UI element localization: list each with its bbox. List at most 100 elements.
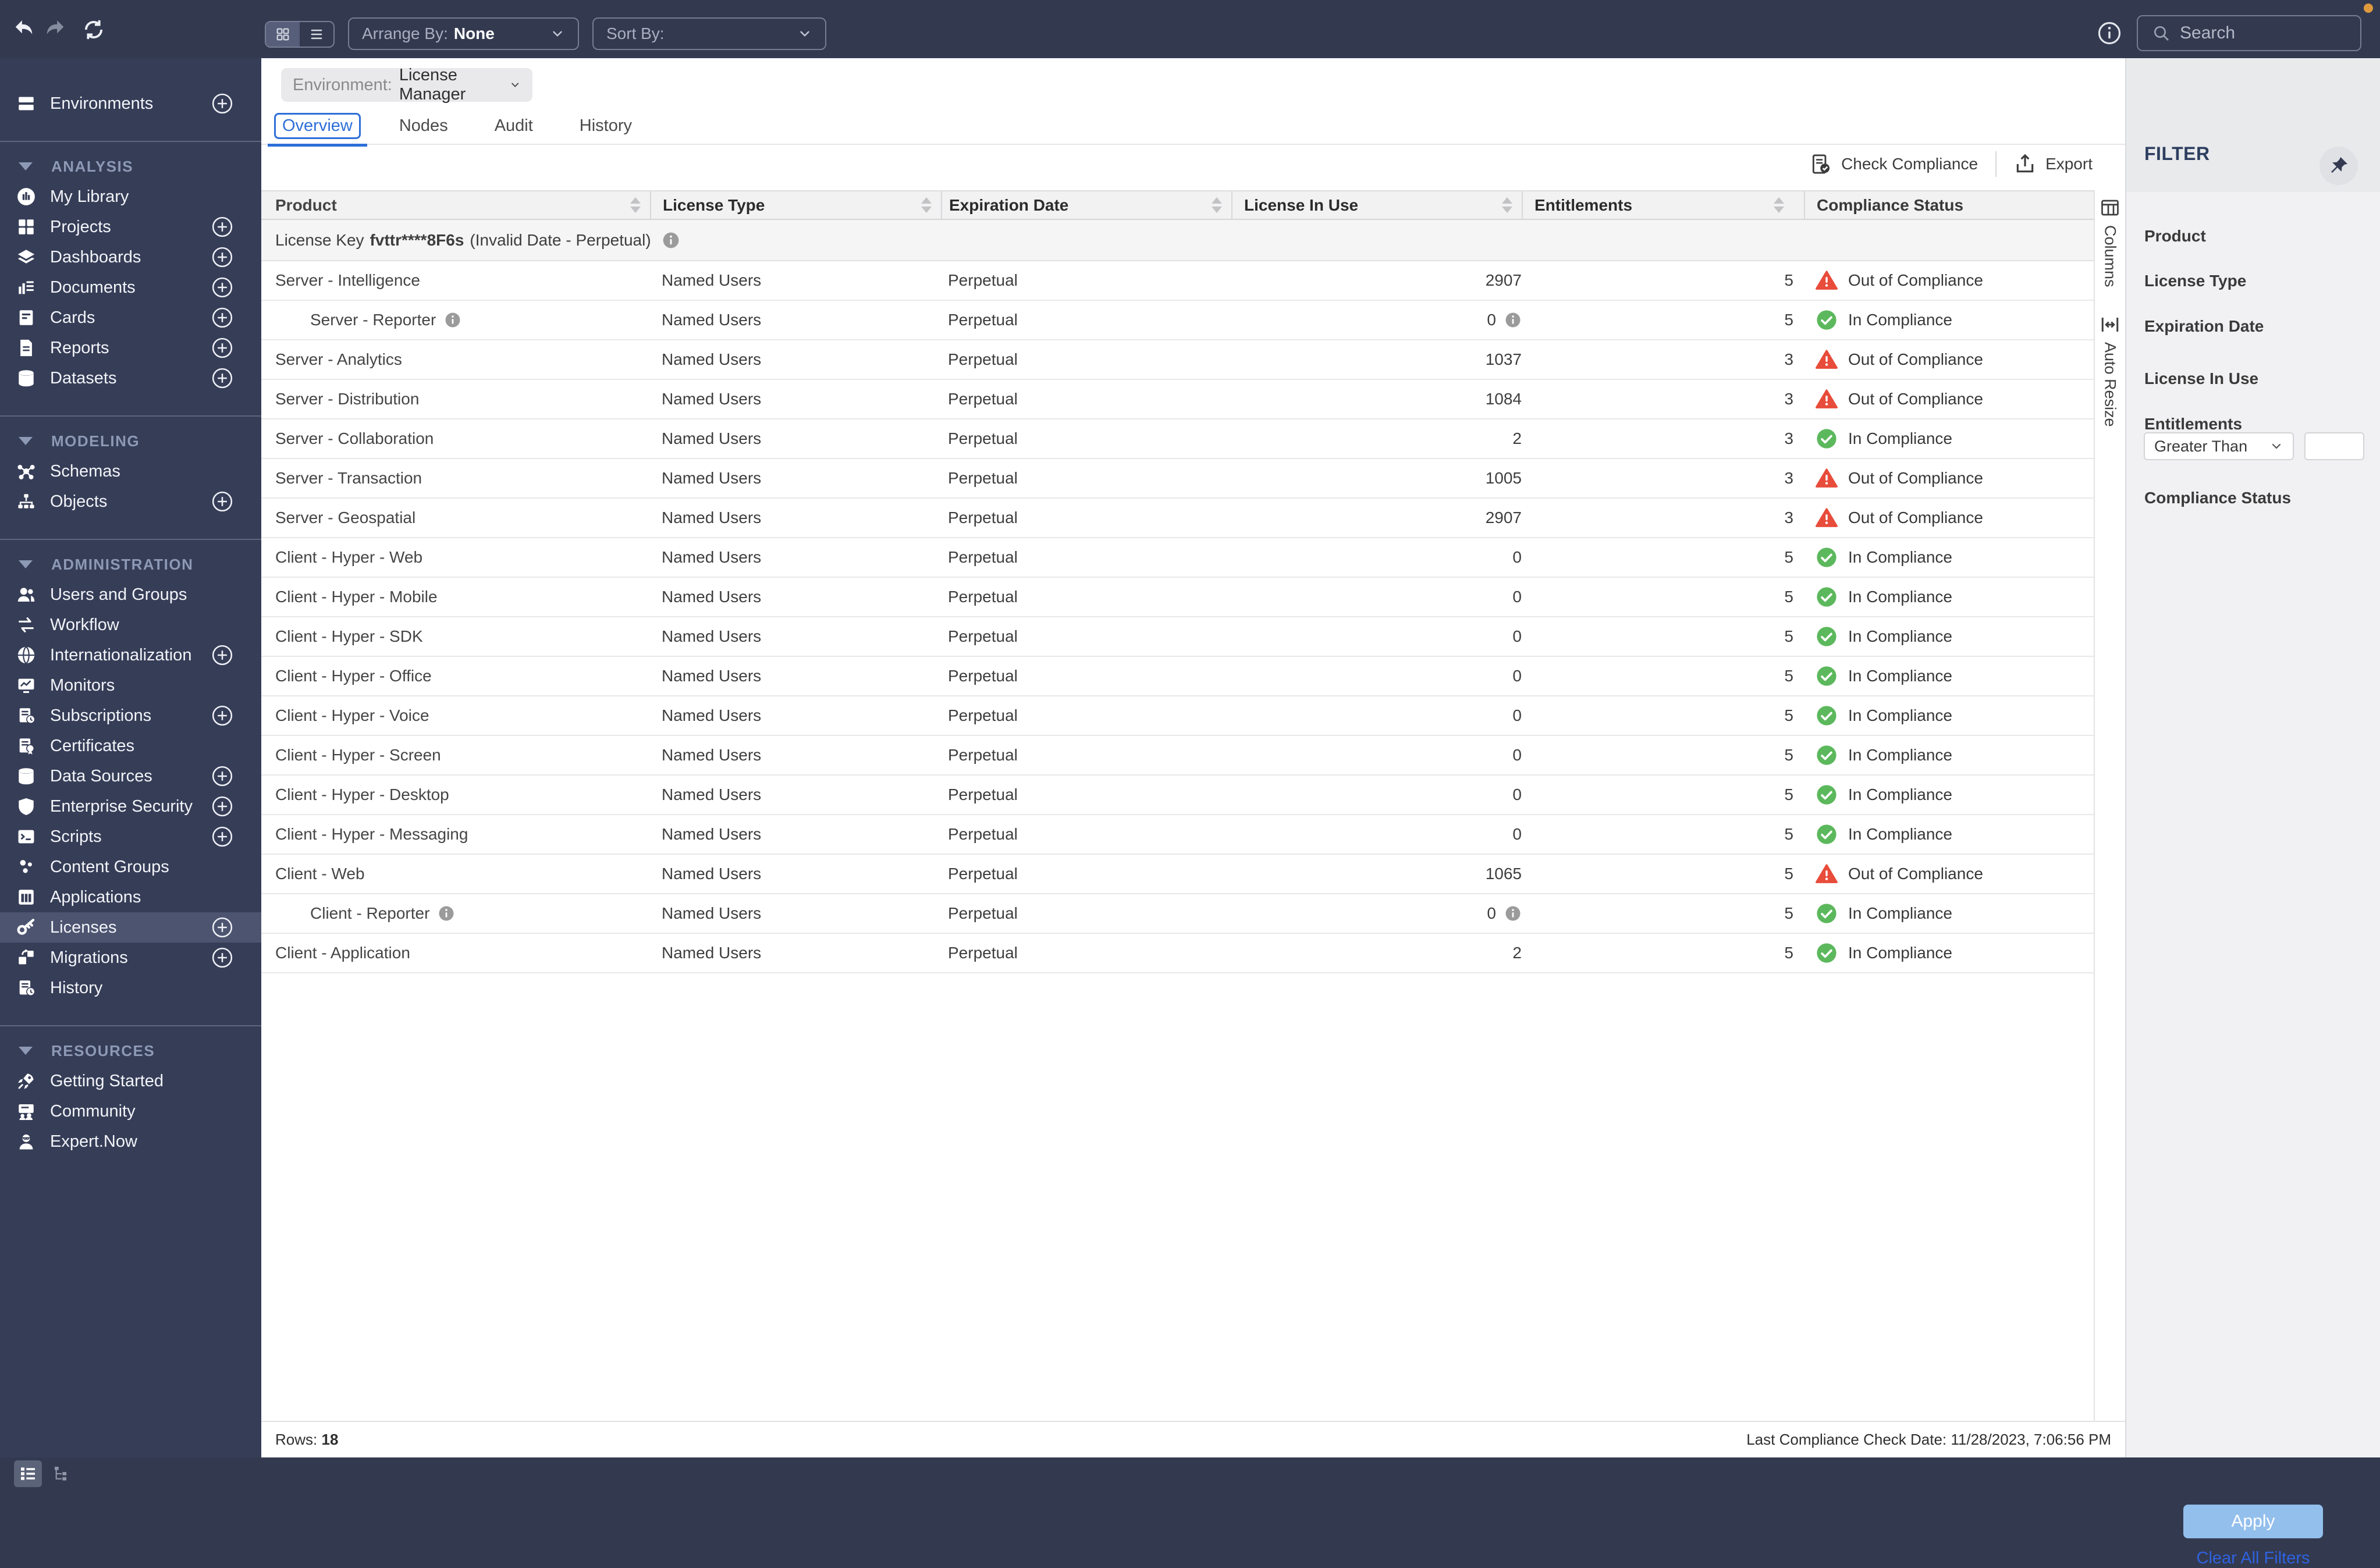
column-header-license-in-use[interactable]: License In Use: [1231, 191, 1522, 219]
table-row[interactable]: Client - Web Named Users Perpetual 1065 5 Out…: [261, 855, 2094, 894]
tab-history[interactable]: History: [579, 116, 633, 135]
plus-icon[interactable]: [211, 276, 233, 298]
tab-nodes[interactable]: Nodes: [399, 116, 448, 135]
table-row[interactable]: Client - Hyper - Voice Named Users Perpetu…: [261, 696, 2094, 736]
plus-icon[interactable]: [211, 826, 233, 848]
table-row[interactable]: Server - Reporter Named Users Perpetual 0 5 I…: [261, 301, 2094, 340]
sidebar-section-header-analysis[interactable]: ANALYSIS: [0, 151, 261, 182]
table-row[interactable]: Client - Hyper - Web Named Users Perpetual…: [261, 538, 2094, 578]
sidebar-item-community[interactable]: Community: [0, 1096, 261, 1126]
sidebar-item-workflow[interactable]: Workflow: [0, 610, 261, 640]
sidebar-item-monitors[interactable]: Monitors: [0, 670, 261, 701]
plus-icon[interactable]: [211, 307, 233, 329]
license-key-row[interactable]: License Key fvttr****8F6s (Invalid Date …: [261, 220, 2094, 261]
column-header-license-type[interactable]: License Type: [650, 191, 941, 219]
sidebar-item-data-sources[interactable]: Data Sources: [0, 761, 261, 791]
refresh-icon[interactable]: [81, 17, 106, 42]
search-input[interactable]: [2180, 23, 2360, 43]
auto-resize-button[interactable]: Auto Resize: [2095, 314, 2125, 426]
plus-icon[interactable]: [211, 705, 233, 727]
table-row[interactable]: Client - Hyper - Messaging Named Users Per…: [261, 815, 2094, 855]
sidebar-item-applications[interactable]: Applications: [0, 882, 261, 912]
sidebar-item-getting-started[interactable]: Getting Started: [0, 1066, 261, 1096]
entitlements-value-input[interactable]: [2304, 432, 2364, 460]
table-row[interactable]: Server - Intelligence Named Users Perpetua…: [261, 261, 2094, 301]
export-button[interactable]: Export: [2014, 153, 2093, 175]
table-row[interactable]: Client - Hyper - Desktop Named Users Perpe…: [261, 776, 2094, 815]
plus-icon[interactable]: [211, 490, 233, 513]
sidebar-item-migrations[interactable]: Migrations: [0, 943, 261, 973]
sidebar-item-licenses[interactable]: Licenses: [0, 912, 261, 943]
plus-icon[interactable]: [211, 947, 233, 969]
plus-icon[interactable]: [211, 337, 233, 359]
sidebar-item-certificates[interactable]: Certificates: [0, 731, 261, 761]
sidebar-section-header-resources[interactable]: RESOURCES: [0, 1036, 261, 1066]
clear-all-filters-link[interactable]: Clear All Filters: [2196, 1549, 2310, 1567]
info-icon[interactable]: [1504, 311, 1522, 329]
plus-icon[interactable]: [211, 795, 233, 817]
sidebar-item-datasets[interactable]: Datasets: [0, 363, 261, 393]
sidebar-item-subscriptions[interactable]: Subscriptions: [0, 701, 261, 731]
tree-display-button[interactable]: [50, 1460, 73, 1487]
sidebar-item-projects[interactable]: Projects: [0, 212, 261, 242]
info-icon[interactable]: [2097, 21, 2122, 45]
grid-view-button[interactable]: [266, 22, 300, 47]
table-row[interactable]: Server - Distribution Named Users Perpetua…: [261, 380, 2094, 419]
list-view-button[interactable]: [300, 22, 333, 47]
plus-icon[interactable]: [211, 765, 233, 787]
table-row[interactable]: Client - Hyper - Office Named Users Perpet…: [261, 657, 2094, 696]
check-compliance-button[interactable]: Check Compliance: [1810, 153, 1978, 175]
table-row[interactable]: Client - Hyper - Mobile Named Users Perpet…: [261, 578, 2094, 617]
sidebar-item-users-and-groups[interactable]: Users and Groups: [0, 579, 261, 610]
columns-button[interactable]: Columns: [2095, 190, 2125, 287]
sidebar-item-history[interactable]: History: [0, 973, 261, 1003]
entitlements-operator-select[interactable]: Greater Than: [2144, 432, 2294, 460]
undo-icon[interactable]: [13, 19, 35, 41]
info-icon[interactable]: [662, 231, 680, 250]
pin-button[interactable]: [2319, 147, 2358, 185]
table-row[interactable]: Client - Hyper - Screen Named Users Perpet…: [261, 736, 2094, 776]
redo-icon[interactable]: [44, 19, 66, 41]
sort-by-dropdown[interactable]: Sort By:: [592, 17, 826, 50]
sidebar-item-expert-now[interactable]: Expert.Now: [0, 1126, 261, 1157]
table-row[interactable]: Client - Application Named Users Perpetual…: [261, 934, 2094, 973]
table-row[interactable]: Server - Analytics Named Users Perpetual 10…: [261, 340, 2094, 380]
table-row[interactable]: Server - Collaboration Named Users Perpetu…: [261, 419, 2094, 459]
info-icon[interactable]: [1504, 905, 1522, 922]
plus-icon[interactable]: [211, 246, 233, 268]
sidebar-item-documents[interactable]: Documents: [0, 272, 261, 303]
sidebar-item-content-groups[interactable]: Content Groups: [0, 852, 261, 882]
sidebar-item-scripts[interactable]: Scripts: [0, 822, 261, 852]
plus-icon[interactable]: [211, 93, 233, 115]
table-row[interactable]: Client - Reporter Named Users Perpetual 0 5 I…: [261, 894, 2094, 934]
sidebar-item-cards[interactable]: Cards: [0, 303, 261, 333]
column-header-compliance-status[interactable]: Compliance Status: [1804, 191, 2094, 219]
sidebar-item-schemas[interactable]: Schemas: [0, 456, 261, 486]
sidebar-item-internationalization[interactable]: Internationalization: [0, 640, 261, 670]
column-header-entitlements[interactable]: Entitlements: [1522, 191, 1804, 219]
plus-icon[interactable]: [211, 367, 233, 389]
sidebar-section-header-administration[interactable]: ADMINISTRATION: [0, 549, 261, 579]
sidebar-section-header-modeling[interactable]: MODELING: [0, 426, 261, 456]
sidebar-item-objects[interactable]: Objects: [0, 486, 261, 517]
tab-overview[interactable]: Overview: [268, 112, 367, 147]
environment-selector[interactable]: Environment: License Manager: [281, 66, 532, 104]
sidebar-item-reports[interactable]: Reports: [0, 333, 261, 363]
column-header-expiration-date[interactable]: Expiration Date: [941, 191, 1231, 219]
column-header-product[interactable]: Product: [261, 191, 650, 219]
sidebar-item-environments[interactable]: Environments: [0, 88, 261, 119]
table-row[interactable]: Client - Hyper - SDK Named Users Perpetual…: [261, 617, 2094, 657]
info-icon[interactable]: [444, 311, 461, 329]
plus-icon[interactable]: [211, 916, 233, 938]
plus-icon[interactable]: [211, 644, 233, 666]
tab-audit[interactable]: Audit: [494, 116, 533, 135]
sidebar-item-enterprise-security[interactable]: Enterprise Security: [0, 791, 261, 822]
list-display-button[interactable]: [14, 1460, 42, 1487]
plus-icon[interactable]: [211, 216, 233, 238]
sidebar-item-dashboards[interactable]: Dashboards: [0, 242, 261, 272]
apply-button[interactable]: Apply: [2183, 1505, 2323, 1538]
table-row[interactable]: Server - Transaction Named Users Perpetual…: [261, 459, 2094, 499]
arrange-by-dropdown[interactable]: Arrange By: None: [348, 17, 579, 50]
info-icon[interactable]: [438, 905, 455, 922]
sidebar-item-my-library[interactable]: My Library: [0, 182, 261, 212]
